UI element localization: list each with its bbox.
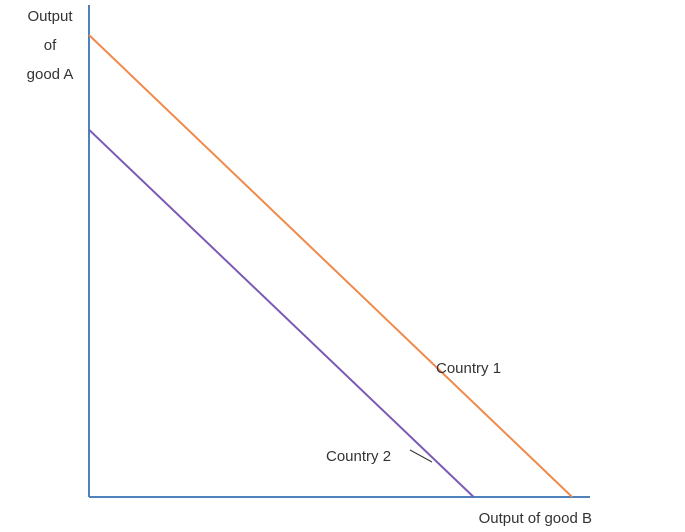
y-axis-label-line-3: good A xyxy=(27,66,74,83)
y-axis-label-line-1: Output xyxy=(27,8,73,25)
series-label-country-1: Country 1 xyxy=(436,360,501,377)
series-label-pointer-country-2 xyxy=(409,449,433,463)
y-axis-label-line-2: of xyxy=(44,37,57,54)
x-axis-label: Output of good B xyxy=(479,510,592,527)
series-label-country-2: Country 2 xyxy=(326,448,391,465)
series-line-country-2 xyxy=(88,128,475,498)
series-line-country-1 xyxy=(88,34,573,498)
